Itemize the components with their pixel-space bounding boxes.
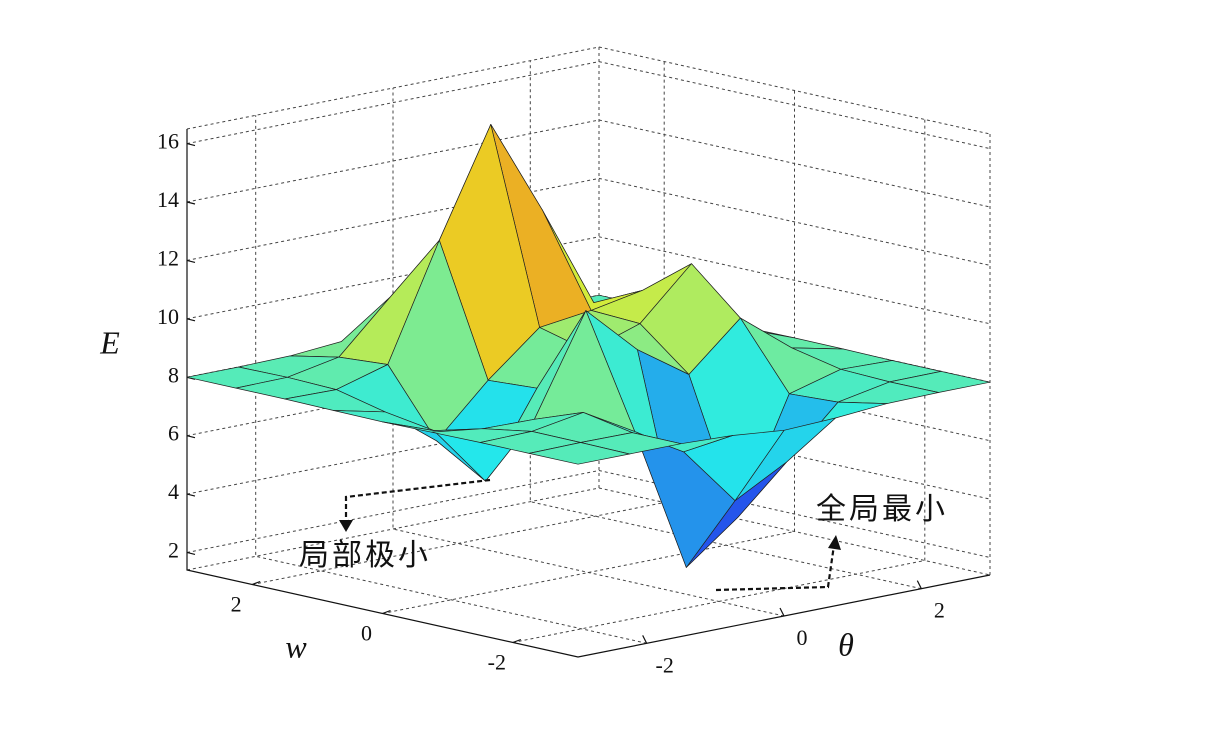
annotation: 全局最小 (816, 493, 948, 526)
tick-mark (186, 143, 196, 147)
tick-mark (642, 635, 648, 644)
box-edge (186, 487, 991, 576)
x-tick-label: 0 (797, 625, 808, 650)
tick-mark (186, 551, 196, 556)
arrow-head (828, 535, 841, 550)
x-axis-label: θ (838, 626, 854, 662)
grid-line (186, 119, 991, 208)
tick-mark (186, 435, 196, 439)
arrow-head (339, 520, 353, 532)
tick-mark (512, 638, 522, 644)
x-tick-label: -2 (656, 652, 674, 677)
x-tick-label: 2 (934, 598, 945, 623)
grid-line (255, 115, 647, 644)
grid-line (512, 119, 926, 643)
grid-line (382, 90, 795, 614)
grid-line (186, 177, 991, 266)
annotation-arrow (344, 478, 491, 522)
grid-line (529, 60, 922, 590)
y-axis-label: w (285, 628, 307, 664)
labels: E w θ 局部极小 全局最小 2 4 6 8 10 12 14 16 -2 0 2 -2 0 2 (99, 129, 948, 678)
tick-mark (779, 607, 785, 617)
grid-line (186, 469, 991, 558)
y-tick-label: -2 (488, 650, 506, 675)
tick-mark (186, 259, 196, 264)
z-tick-label: 12 (157, 245, 179, 270)
annotation-arrows (339, 478, 841, 592)
tick-mark (382, 609, 391, 615)
z-tick-label: 6 (168, 421, 179, 446)
z-axis-label: E (99, 324, 120, 360)
annotation-arrow (715, 544, 836, 592)
z-tick-label: 4 (168, 479, 179, 504)
surface (186, 124, 991, 568)
box-edge (186, 46, 991, 135)
tick-mark (186, 493, 196, 497)
z-tick-label: 8 (168, 362, 179, 387)
annotation: 局部极小 (299, 539, 431, 572)
tick-mark (186, 318, 196, 322)
z-tick-label: 10 (157, 304, 179, 329)
grid-line (392, 88, 785, 617)
tick-mark (251, 580, 261, 586)
z-tick-label: 2 (168, 538, 179, 563)
z-tick-label: 16 (157, 129, 179, 154)
tick-mark (916, 580, 922, 589)
axes (186, 129, 991, 658)
surface-patch (528, 442, 630, 465)
y-tick-label: 2 (231, 592, 242, 617)
z-tick-label: 14 (157, 187, 179, 212)
grid-line (186, 61, 991, 150)
tick-mark (186, 201, 196, 205)
grid-line (186, 236, 991, 325)
y-tick-label: 0 (361, 621, 372, 646)
